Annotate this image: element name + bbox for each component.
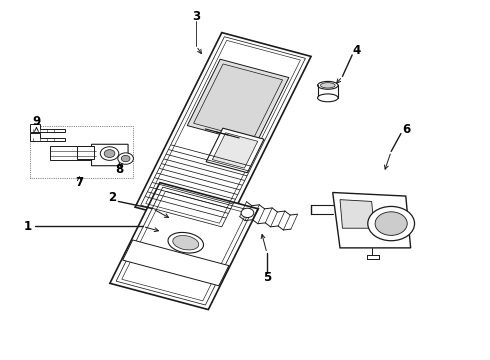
Text: 4: 4 <box>353 44 361 57</box>
Polygon shape <box>206 128 264 173</box>
Circle shape <box>375 212 407 235</box>
Polygon shape <box>340 200 374 228</box>
Text: 6: 6 <box>403 123 411 136</box>
Ellipse shape <box>168 233 203 253</box>
Circle shape <box>368 206 415 241</box>
Polygon shape <box>187 59 289 144</box>
Text: 1: 1 <box>24 220 32 233</box>
Ellipse shape <box>173 235 199 250</box>
Circle shape <box>100 147 119 160</box>
Polygon shape <box>194 64 283 139</box>
Polygon shape <box>77 146 94 158</box>
Polygon shape <box>212 133 258 168</box>
Polygon shape <box>30 124 65 132</box>
Circle shape <box>121 156 130 162</box>
Text: 3: 3 <box>192 10 200 23</box>
Polygon shape <box>333 193 411 248</box>
Ellipse shape <box>318 94 338 102</box>
Polygon shape <box>50 146 97 160</box>
Ellipse shape <box>318 81 338 89</box>
Polygon shape <box>92 144 128 166</box>
Circle shape <box>104 150 115 157</box>
Text: 2: 2 <box>108 192 117 204</box>
Text: 9: 9 <box>32 115 41 128</box>
Circle shape <box>241 208 254 217</box>
Text: 8: 8 <box>115 163 123 176</box>
Text: 7: 7 <box>75 176 83 189</box>
Polygon shape <box>135 33 311 231</box>
Polygon shape <box>30 133 65 141</box>
Polygon shape <box>110 183 258 310</box>
Polygon shape <box>122 240 229 286</box>
Circle shape <box>118 153 133 164</box>
Ellipse shape <box>320 83 335 88</box>
Text: 5: 5 <box>263 271 271 284</box>
